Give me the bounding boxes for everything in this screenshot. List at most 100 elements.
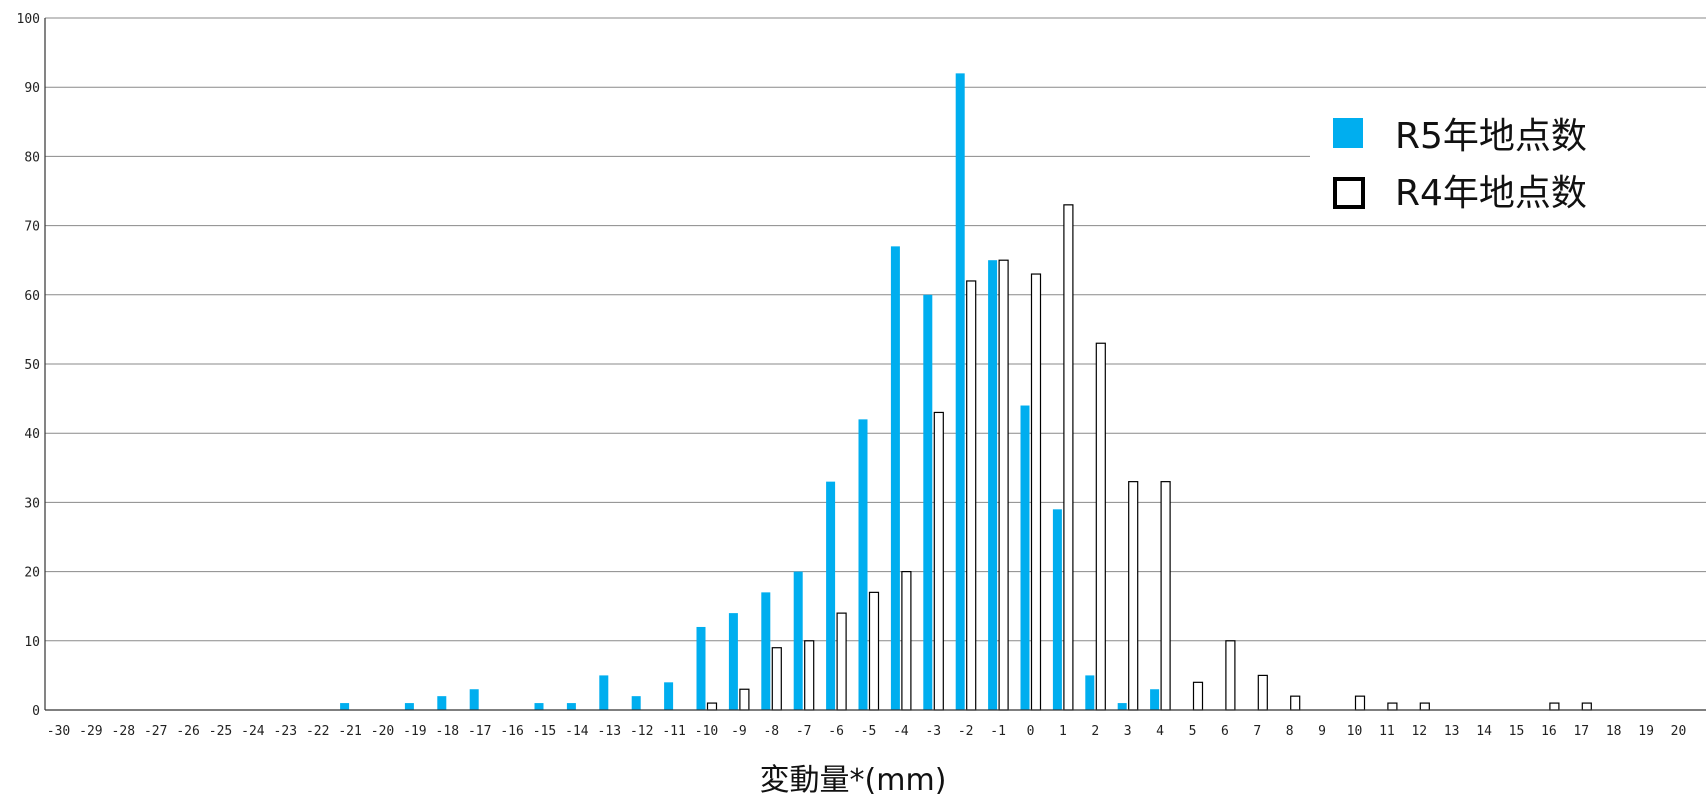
x-tick-label: -18 xyxy=(436,724,459,739)
bar-r4 xyxy=(1549,702,1560,711)
x-tick-label: -16 xyxy=(500,724,523,739)
x-tick-label: -28 xyxy=(112,724,135,739)
bar-r4 xyxy=(1354,695,1366,711)
bar-r4 xyxy=(868,591,880,711)
y-tick-label: 80 xyxy=(24,150,40,165)
x-tick-label: -19 xyxy=(403,724,426,739)
x-tick-label: 18 xyxy=(1606,724,1622,739)
x-tick-label: -6 xyxy=(828,724,844,739)
x-tick-label: 10 xyxy=(1347,724,1363,739)
bar-r5 xyxy=(761,592,771,710)
x-tick-label: 12 xyxy=(1411,724,1427,739)
x-tick-label: -27 xyxy=(144,724,167,739)
legend: R5年地点数 R4年地点数 xyxy=(1310,88,1706,224)
bar-r4 xyxy=(771,647,782,711)
x-tick-label: 19 xyxy=(1638,724,1654,739)
x-tick-label: -15 xyxy=(533,724,556,739)
x-tick-label: 5 xyxy=(1189,724,1197,739)
legend-swatch-r4 xyxy=(1333,177,1365,209)
x-tick-label: -22 xyxy=(306,724,329,739)
bar-r5 xyxy=(696,626,706,710)
bar-r4 xyxy=(1581,702,1592,711)
x-tick-label: 11 xyxy=(1379,724,1395,739)
x-tick-label: -4 xyxy=(893,724,909,739)
x-tick-label: 13 xyxy=(1444,724,1460,739)
x-tick-label: -10 xyxy=(695,724,718,739)
bar-r4 xyxy=(1192,681,1204,711)
x-axis-title: 変動量*(mm) xyxy=(760,763,947,798)
bar-r5 xyxy=(437,696,447,710)
x-tick-labels: -30 -29 -28 -27 -26 -25 -24 -23 -22 -21 -20 -19 -18-… xyxy=(47,724,1687,739)
bar-r5 xyxy=(599,675,609,710)
x-tick-label: 0 xyxy=(1027,724,1035,739)
bar-r4 xyxy=(804,640,815,711)
bar-r5 xyxy=(1117,703,1127,710)
x-tick-label: -23 xyxy=(274,724,297,739)
x-tick-label: -30 xyxy=(47,724,70,739)
x-tick-label: 16 xyxy=(1541,724,1557,739)
x-tick-label: -14 xyxy=(565,724,589,739)
bar-r4 xyxy=(1225,640,1236,711)
bar-r5 xyxy=(793,571,803,710)
bar-r5 xyxy=(955,73,965,711)
bar-r5 xyxy=(340,703,350,710)
bar-r4 xyxy=(933,411,944,711)
x-tick-label: -11 xyxy=(662,724,685,739)
bar-r5 xyxy=(728,613,738,710)
x-tick-label: -2 xyxy=(958,724,974,739)
y-tick-label: 20 xyxy=(24,566,40,581)
x-tick-label: -3 xyxy=(925,724,941,739)
legend-label-r4: R4年地点数 xyxy=(1395,173,1587,214)
x-tick-label: -5 xyxy=(861,724,877,739)
bar-r5 xyxy=(534,703,544,710)
bar-r5 xyxy=(890,246,900,711)
x-tick-label: -13 xyxy=(598,724,621,739)
x-tick-label: 3 xyxy=(1124,724,1132,739)
bar-r4 xyxy=(1419,702,1430,711)
y-tick-labels: 0 10 20 30 40 50 60 70 80 90 100 xyxy=(17,12,40,719)
bar-r4 xyxy=(1063,204,1074,711)
legend-swatch-r5 xyxy=(1333,118,1363,148)
x-tick-label: 20 xyxy=(1671,724,1687,739)
y-tick-label: 70 xyxy=(24,220,40,235)
x-tick-label: -7 xyxy=(796,724,812,739)
bar-r5 xyxy=(1020,405,1030,710)
bar-r4 xyxy=(901,570,912,711)
bar-r5 xyxy=(631,696,641,710)
x-tick-label: -1 xyxy=(990,724,1006,739)
bar-r5 xyxy=(826,481,836,710)
x-tick-label: -8 xyxy=(763,724,779,739)
legend-background xyxy=(1310,88,1706,224)
bar-r5 xyxy=(404,703,414,710)
x-tick-label: 6 xyxy=(1221,724,1229,739)
bar-r5 xyxy=(923,294,933,710)
x-tick-label: -24 xyxy=(241,724,265,739)
bar-r4 xyxy=(836,612,847,711)
x-tick-label: -26 xyxy=(176,724,199,739)
bar-r4 xyxy=(1030,273,1042,711)
y-tick-label: 30 xyxy=(24,496,40,511)
x-tick-label: -9 xyxy=(731,724,747,739)
bar-r4 xyxy=(1128,481,1139,711)
bar-r4 xyxy=(706,702,718,711)
bar-r4 xyxy=(1387,702,1398,711)
y-tick-label: 0 xyxy=(32,704,40,719)
bar-r5 xyxy=(469,689,479,710)
x-tick-label: -21 xyxy=(338,724,361,739)
bar-r5 xyxy=(988,260,998,710)
bar-r5 xyxy=(1150,689,1160,710)
bar-r4 xyxy=(998,259,1009,711)
x-tick-label: 9 xyxy=(1318,724,1326,739)
bar-r4 xyxy=(1095,342,1106,711)
x-tick-label: -20 xyxy=(371,724,394,739)
y-tick-label: 40 xyxy=(24,427,40,442)
bar-r4 xyxy=(1160,481,1171,711)
x-tick-label: 8 xyxy=(1286,724,1294,739)
x-tick-label: 14 xyxy=(1476,724,1492,739)
axes xyxy=(44,18,1706,711)
y-tick-label: 50 xyxy=(24,358,40,373)
y-tick-label: 60 xyxy=(24,289,40,304)
bar-r4 xyxy=(739,688,750,711)
bar-r4 xyxy=(1290,695,1301,711)
